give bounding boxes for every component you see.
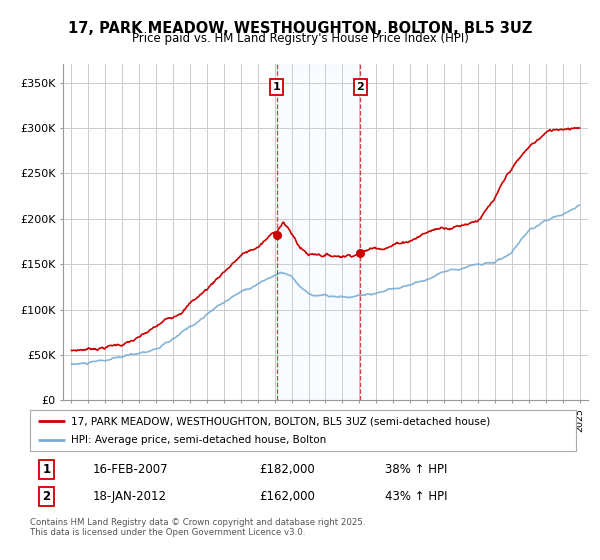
Text: £162,000: £162,000 — [259, 490, 315, 503]
Text: 16-FEB-2007: 16-FEB-2007 — [93, 463, 169, 476]
Text: £182,000: £182,000 — [259, 463, 315, 476]
Text: Contains HM Land Registry data © Crown copyright and database right 2025.
This d: Contains HM Land Registry data © Crown c… — [30, 518, 365, 538]
Bar — [277, 64, 360, 400]
Text: 17, PARK MEADOW, WESTHOUGHTON, BOLTON, BL5 3UZ: 17, PARK MEADOW, WESTHOUGHTON, BOLTON, B… — [68, 21, 532, 36]
Text: 17, PARK MEADOW, WESTHOUGHTON, BOLTON, BL5 3UZ (semi-detached house): 17, PARK MEADOW, WESTHOUGHTON, BOLTON, B… — [71, 417, 490, 426]
Text: 38% ↑ HPI: 38% ↑ HPI — [385, 463, 447, 476]
Text: 2: 2 — [356, 82, 364, 92]
Text: Price paid vs. HM Land Registry's House Price Index (HPI): Price paid vs. HM Land Registry's House … — [131, 32, 469, 45]
Text: 18-JAN-2012: 18-JAN-2012 — [93, 490, 167, 503]
Text: 43% ↑ HPI: 43% ↑ HPI — [385, 490, 448, 503]
Text: 2: 2 — [43, 490, 50, 503]
Text: 1: 1 — [273, 82, 281, 92]
Text: 1: 1 — [43, 463, 50, 476]
Text: HPI: Average price, semi-detached house, Bolton: HPI: Average price, semi-detached house,… — [71, 435, 326, 445]
